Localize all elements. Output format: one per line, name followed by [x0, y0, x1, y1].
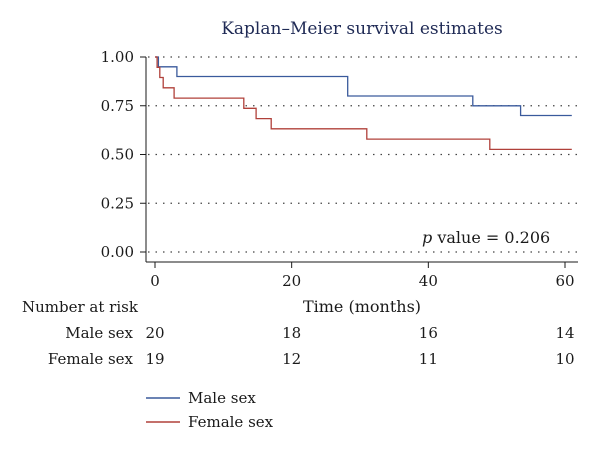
p-value-annotation: p value = 0.206	[422, 228, 550, 247]
risk-count: 14	[555, 324, 574, 342]
y-tick-label: 1.00	[101, 48, 134, 66]
number-at-risk-heading: Number at risk	[22, 298, 139, 316]
survival-curve-male	[155, 56, 572, 117]
risk-count: 11	[419, 350, 438, 368]
risk-row-label: Male sex	[65, 324, 133, 342]
grid-lines	[148, 56, 578, 253]
y-tick-label: 0.50	[101, 146, 134, 164]
x-axis-ticks: 0 20 40 60	[150, 262, 575, 290]
legend-label: Female sex	[188, 413, 274, 431]
p-italic: p	[422, 228, 432, 247]
risk-count: 10	[555, 350, 574, 368]
survival-curve-female	[155, 56, 572, 151]
x-axis-label: Time (months)	[303, 297, 421, 316]
x-tick-label: 0	[150, 272, 160, 290]
risk-row-label: Female sex	[48, 350, 134, 368]
risk-count: 12	[282, 350, 301, 368]
y-tick-label: 0.75	[101, 97, 134, 115]
y-axis-ticks: 0.00 0.25 0.50 0.75 1.00	[101, 48, 146, 261]
risk-count: 19	[145, 350, 164, 368]
p-value-rest: value = 0.206	[432, 228, 550, 247]
y-tick-label: 0.00	[101, 243, 134, 261]
x-tick-label: 20	[282, 272, 301, 290]
series-layer	[155, 56, 572, 151]
chart-title: Kaplan–Meier survival estimates	[221, 19, 503, 39]
x-tick-label: 60	[555, 272, 574, 290]
number-at-risk-table: Male sex 20 18 16 14 Female sex 19 12 11 10	[48, 324, 575, 368]
risk-count: 18	[282, 324, 301, 342]
x-tick-label: 40	[419, 272, 438, 290]
legend-label: Male sex	[188, 389, 256, 407]
risk-count: 16	[419, 324, 438, 342]
y-tick-label: 0.25	[101, 194, 134, 212]
legend: Male sex Female sex	[146, 389, 274, 431]
risk-count: 20	[145, 324, 164, 342]
